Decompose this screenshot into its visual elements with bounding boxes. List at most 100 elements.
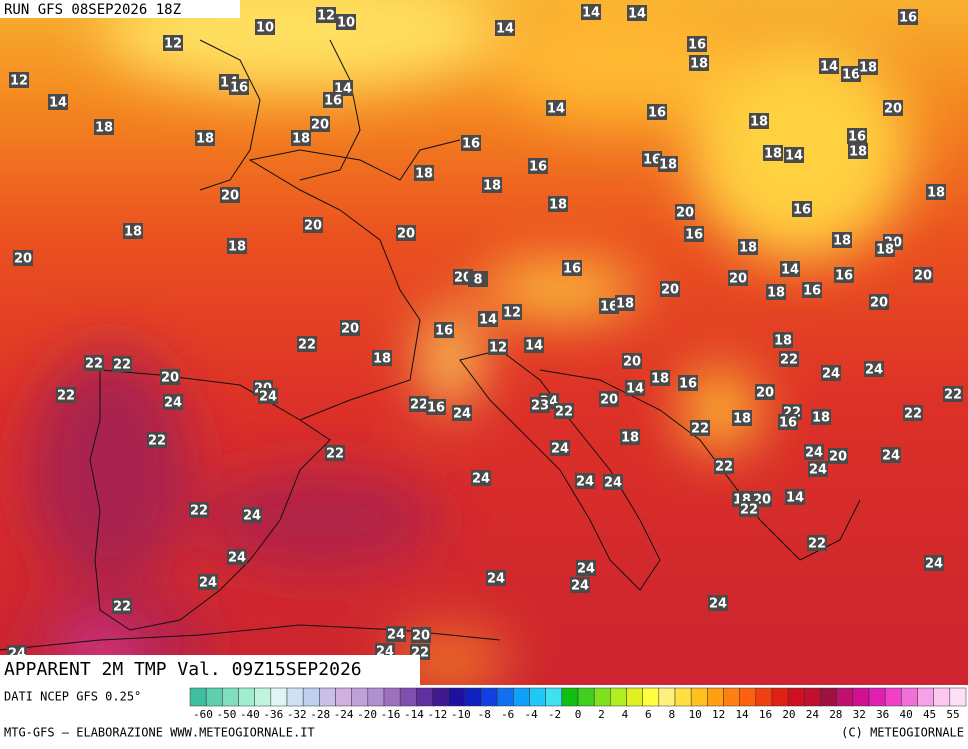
colorbar-label: -28 — [310, 708, 330, 721]
temperature-label: 14 — [49, 96, 67, 111]
colorbar-label: 55 — [946, 708, 959, 721]
label-box — [647, 104, 667, 120]
colorbar-swatch — [464, 687, 482, 707]
label-box — [690, 420, 710, 436]
temperature-label: 18 — [616, 297, 634, 312]
label-box — [336, 14, 356, 30]
temperature-label: 22 — [85, 357, 103, 372]
temperature-label: 20 — [341, 322, 359, 337]
label-box — [147, 432, 167, 448]
label-box — [926, 184, 946, 200]
temperature-label: 24 — [571, 579, 589, 594]
colorbar-label: 28 — [829, 708, 842, 721]
colorbar-label: 20 — [782, 708, 795, 721]
label-box — [198, 574, 218, 590]
label-box — [546, 100, 566, 116]
map-labels: 1412101416101412161812141614161416181414… — [0, 0, 963, 662]
temperature-label: 20 — [454, 271, 472, 286]
colorbar-label: 14 — [735, 708, 749, 721]
label-box — [780, 261, 800, 277]
label-box — [807, 535, 827, 551]
label-box — [689, 55, 709, 71]
label-box — [821, 365, 841, 381]
temperature-label: 14 — [820, 60, 838, 75]
label-box — [620, 429, 640, 445]
temperature-label: 12 — [164, 37, 182, 52]
temperature-label: 16 — [462, 137, 480, 152]
label-box — [548, 196, 568, 212]
label-box — [728, 270, 748, 286]
temperature-label: 22 — [190, 504, 208, 519]
temperature-label: 14 — [628, 7, 646, 22]
temperature-label: 20 — [676, 206, 694, 221]
label-box — [471, 470, 491, 486]
label-box — [340, 320, 360, 336]
temperature-label: 24 — [865, 363, 883, 378]
temperature-label: 16 — [563, 262, 581, 277]
colorbar-swatch — [626, 687, 643, 707]
colorbar-label: 0 — [575, 708, 582, 721]
temperature-label: 22 — [326, 447, 344, 462]
label-box — [189, 502, 209, 518]
colorbar-label: -12 — [427, 708, 447, 721]
label-box — [488, 339, 508, 355]
label-box — [627, 5, 647, 21]
label-box — [599, 391, 619, 407]
temperature-label: 16 — [230, 81, 248, 96]
temperature-label: 24 — [243, 509, 261, 524]
label-box — [869, 294, 889, 310]
colorbar-swatch — [917, 687, 934, 707]
temperature-label: 24 — [453, 407, 471, 422]
temperature-label: 18 — [774, 334, 792, 349]
temperature-label: 24 — [576, 475, 594, 490]
label-box — [227, 549, 247, 565]
label-box — [242, 507, 262, 523]
temperature-label: 18 — [659, 158, 677, 173]
temperature-label: 18 — [483, 179, 501, 194]
colorbar-swatch — [432, 687, 449, 707]
label-box — [123, 223, 143, 239]
label-box — [678, 375, 698, 391]
label-box — [112, 356, 132, 372]
label-box — [195, 130, 215, 146]
temperature-label: 20 — [14, 252, 32, 267]
colorbar-label: 16 — [759, 708, 772, 721]
colorbar-swatch — [755, 687, 773, 707]
colorbar-swatch — [496, 687, 514, 707]
colorbar-label: -10 — [451, 708, 471, 721]
label-box — [943, 386, 963, 402]
temperature-label: 12 — [317, 9, 335, 24]
temperature-label: 16 — [793, 203, 811, 218]
temperature-label: 22 — [715, 460, 733, 475]
colorbar-swatch — [399, 687, 417, 707]
temperature-label: 18 — [733, 412, 751, 427]
label-box — [426, 399, 446, 415]
temperature-label: 16 — [779, 416, 797, 431]
colorbar-swatch — [513, 687, 530, 707]
label-box — [675, 204, 695, 220]
label-box — [227, 238, 247, 254]
label-box — [409, 396, 429, 412]
label-box — [785, 489, 805, 505]
colorbar-label: 40 — [900, 708, 913, 721]
temperature-label: 16 — [427, 401, 445, 416]
temperature-label: 24 — [925, 557, 943, 572]
temperature-label: 14 — [479, 313, 497, 328]
colorbar-swatch — [771, 687, 789, 707]
temperature-label: 24 — [805, 446, 823, 461]
temperature-label: 24 — [551, 442, 569, 457]
temperature-label: 18 — [621, 431, 639, 446]
label-box — [316, 7, 336, 23]
temperature-label: 24 — [472, 472, 490, 487]
temperature-label: 18 — [95, 121, 113, 136]
colorbar-swatch — [367, 687, 385, 707]
label-box — [684, 226, 704, 242]
map-title: APPARENT 2M TMP Val. 09Z15SEP2026 — [4, 659, 362, 680]
label-box — [482, 177, 502, 193]
label-box — [48, 94, 68, 110]
temperature-label: 18 — [292, 132, 310, 147]
temperature-label: 16 — [435, 324, 453, 339]
temperature-label: 18 — [196, 132, 214, 147]
label-box — [828, 448, 848, 464]
colorbar-swatch — [286, 687, 304, 707]
